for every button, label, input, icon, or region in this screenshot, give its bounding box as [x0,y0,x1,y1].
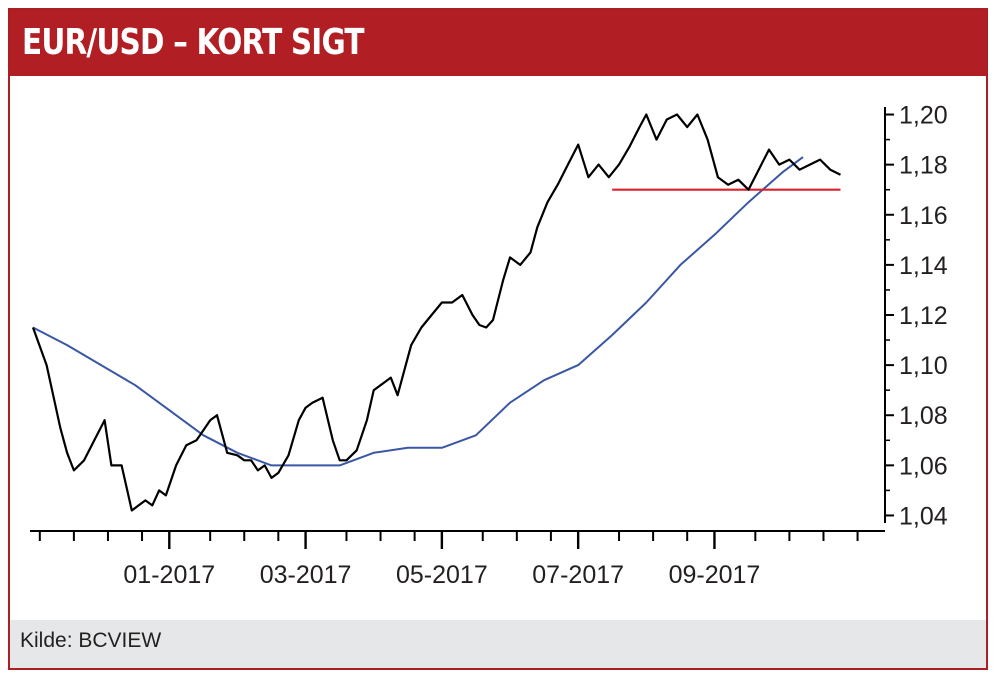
chart-title: EUR/USD – KORT SIGT [22,22,365,63]
plot-layer [31,113,841,512]
x-tick-label: 07-2017 [532,561,624,589]
y-tick-label: 1,04 [899,502,948,530]
x-tick-label: 01-2017 [123,561,215,589]
chart-panel: EUR/USD – KORT SIGT 1,20 1,18 1,16 1,14 1,12… [8,8,988,670]
y-tick-label: 1,12 [899,302,948,330]
x-tick-label: 09-2017 [669,561,761,589]
y-tick-label: 1,08 [899,402,948,430]
chart-area: 1,20 1,18 1,16 1,14 1,12 1,10 1,08 1,06 1,04 01-… [10,76,986,624]
x-tick-label: 03-2017 [260,561,352,589]
x-axis: 01-2017 03-2017 05-2017 07-2017 09-2017 [30,530,885,589]
series-price-line [31,113,841,512]
line-chart: 1,20 1,18 1,16 1,14 1,12 1,10 1,08 1,06 1,04 01-… [30,102,948,589]
y-tick-label: 1,20 [899,102,948,130]
y-tick-label: 1,14 [899,252,948,280]
y-axis: 1,20 1,18 1,16 1,14 1,12 1,10 1,08 1,06 1,04 [884,102,948,530]
series-moving-average-line [32,156,804,467]
y-tick-label: 1,10 [899,352,948,380]
source-label: Kilde: BCVIEW [20,629,162,652]
footer-bar: Kilde: BCVIEW [10,620,986,668]
y-tick-label: 1,18 [899,152,948,180]
x-tick-label: 05-2017 [396,561,488,589]
y-tick-label: 1,16 [899,202,948,230]
y-tick-label: 1,06 [899,452,948,480]
header-bar: EUR/USD – KORT SIGT [10,10,986,76]
